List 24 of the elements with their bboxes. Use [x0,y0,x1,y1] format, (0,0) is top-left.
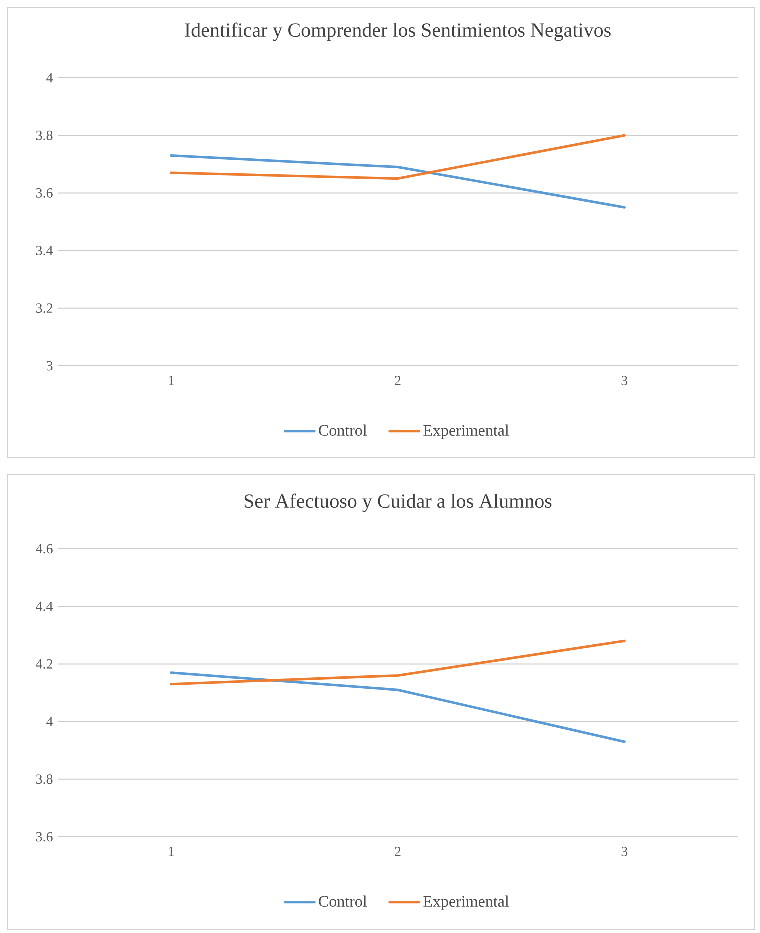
x-tick-label: 1 [169,847,174,856]
y-tick-label: 3.8 [36,774,53,784]
legend-label: Control [319,424,368,436]
y-tick-label: 4.6 [36,544,53,554]
y-tick-label: 4 [46,73,54,83]
x-tick-label: 1 [169,376,174,386]
chart-title: Ser Afectuoso y Cuidar a los Alumnos [244,494,552,512]
y-tick-label: 4.4 [36,602,54,612]
y-tick-label: 3.2 [36,304,53,314]
x-tick-label: 2 [395,376,401,386]
y-tick-label: 4.2 [36,659,53,669]
x-tick-label: 3 [622,376,628,386]
legend-label: Experimental [424,424,510,440]
chart-title: Identificar y Comprender los Sentimientos Negativos [185,22,611,42]
y-tick-label: 4 [46,717,54,726]
x-tick-label: 3 [622,847,628,856]
x-tick-label: 2 [395,847,401,856]
y-tick-label: 3 [46,361,53,371]
y-tick-label: 3.8 [36,130,53,140]
y-tick-label: 3.6 [36,832,53,842]
y-tick-label: 3.4 [36,246,54,256]
legend-label: Control [319,896,368,908]
y-tick-label: 3.6 [36,188,53,198]
legend-label: Experimental [424,896,510,910]
